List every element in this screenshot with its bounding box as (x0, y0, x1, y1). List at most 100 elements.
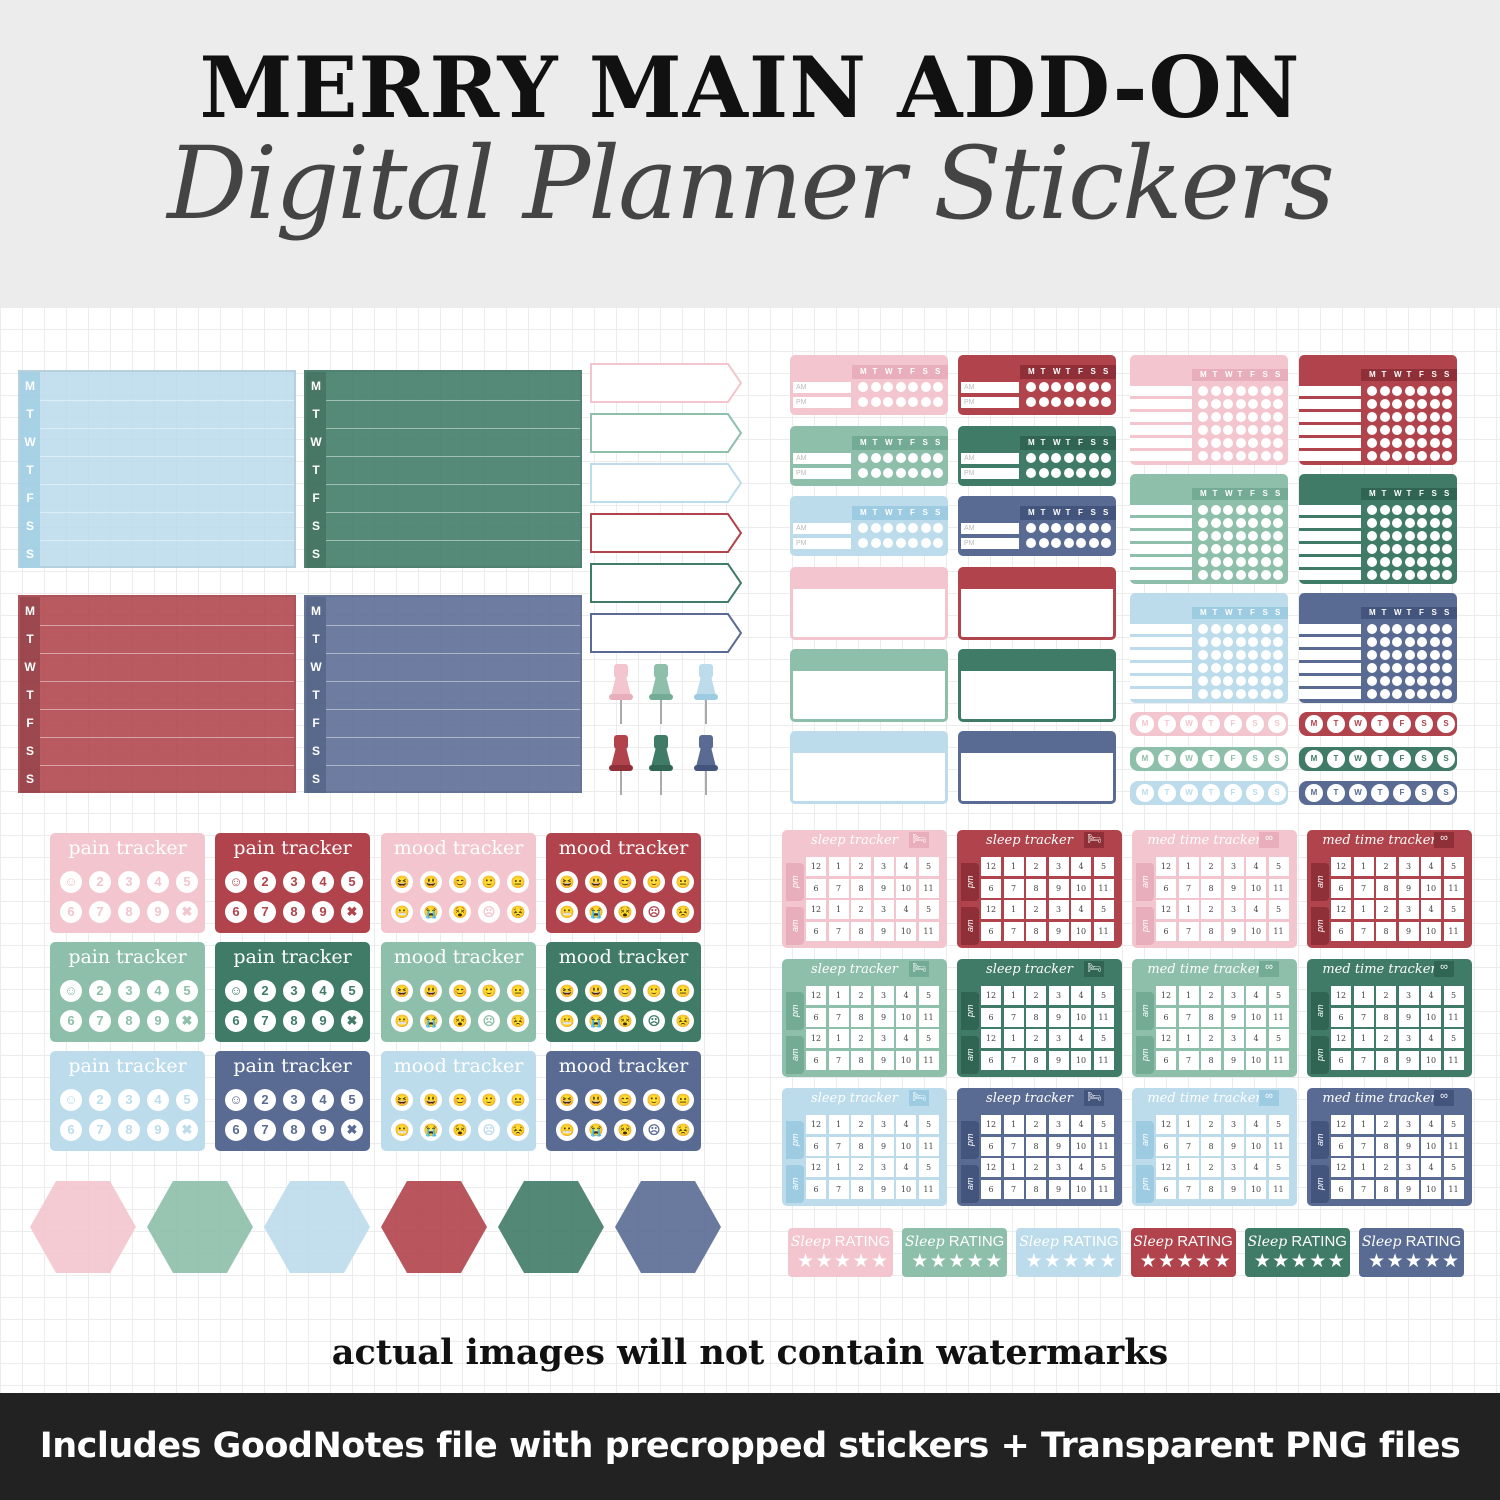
arrow-flag-sticker (590, 613, 743, 653)
hour-cell: 2 (1026, 857, 1046, 876)
mood-face-icon: 😵 (449, 901, 471, 923)
mood-face-icon: 😊 (449, 980, 471, 1002)
day-banner (852, 506, 948, 520)
check-circle (858, 523, 868, 533)
day-circle: T (1327, 715, 1345, 733)
day-label: T (1237, 489, 1243, 498)
hour-cell: 11 (1093, 1007, 1114, 1027)
check-circle (1442, 438, 1452, 448)
hour-cell: 12 (1156, 986, 1176, 1005)
check-circle (1210, 386, 1221, 396)
check-circle (1198, 544, 1208, 554)
check-circle (1392, 412, 1402, 422)
check-circle (1417, 438, 1427, 448)
day-banner (1361, 607, 1457, 619)
day-circle: F (1393, 749, 1411, 768)
mood-tracker-sticker: mood tracker 😆 😃 😊 🙂 😐 😬 😭 😵 ☹ 😣 (546, 833, 701, 933)
line-field (1130, 544, 1192, 554)
pain-level: ✖ (176, 901, 198, 923)
mood-face-icon: 😣 (672, 1119, 694, 1141)
check-circle (908, 467, 918, 478)
hour-cell: 4 (896, 857, 916, 876)
check-circle (1367, 689, 1377, 699)
day-label: S (20, 765, 40, 793)
day-label: T (1040, 508, 1046, 517)
med-tracker-sticker: med time tracker ∞ am pm 12 1 2 3 4 5 6 7 8 9 10 11 12 1 2… (1132, 830, 1297, 948)
hour-cell: 12 (1331, 1029, 1351, 1048)
day-circle: T (1202, 749, 1220, 768)
pain-level: ☺ (225, 1089, 247, 1111)
hour-cell: 6 (806, 878, 826, 898)
period-label: pm (1311, 1036, 1329, 1074)
hour-cell: 5 (1443, 1115, 1464, 1134)
check-circle (1404, 399, 1415, 409)
hour-cell: 6 (981, 1179, 1001, 1199)
day-circle: W (1349, 784, 1367, 802)
day-banner (1361, 488, 1457, 500)
hour-cell: 3 (1048, 986, 1069, 1005)
hour-cell: 11 (1268, 878, 1289, 898)
day-label: T (1040, 437, 1046, 447)
check-circle (1260, 544, 1271, 554)
check-circle (1248, 438, 1258, 448)
check-circle (1260, 386, 1271, 396)
hour-cell: 12 (1331, 900, 1351, 919)
check-circle (1260, 689, 1271, 699)
check-circle (1429, 624, 1440, 634)
hexagon-sticker (614, 1180, 722, 1274)
day-label: S (1431, 370, 1437, 379)
pain-level: ☺ (60, 871, 82, 893)
line-field (1299, 637, 1361, 647)
hour-cell: 9 (1223, 1179, 1244, 1199)
day-label: M (1028, 437, 1035, 447)
check-circle (1026, 523, 1036, 533)
hour-cell: 9 (873, 1007, 894, 1027)
period-label: am (961, 907, 979, 945)
check-circle (883, 452, 893, 463)
pain-level: 8 (283, 1010, 305, 1032)
hour-cell: 12 (806, 1158, 826, 1177)
line-field (1299, 425, 1361, 435)
hour-cell: 4 (1421, 1115, 1441, 1134)
check-circle (1235, 399, 1246, 409)
line-field (1299, 689, 1361, 699)
check-circle (933, 523, 943, 533)
check-circle (1392, 544, 1402, 554)
day-label: T (1065, 437, 1071, 447)
day-label: T (897, 367, 903, 376)
divider (40, 540, 294, 541)
check-circle (858, 382, 868, 392)
hour-cell: 10 (896, 1007, 916, 1027)
check-circle (1026, 382, 1036, 392)
hour-cell: 10 (1246, 921, 1266, 941)
hour-cell: 1 (1353, 1029, 1374, 1048)
day-label: S (1275, 370, 1281, 379)
hour-cell: 1 (1178, 1115, 1199, 1134)
day-label: T (1381, 370, 1387, 379)
day-label: F (1078, 437, 1083, 447)
hour-cell: 1 (1003, 1158, 1024, 1177)
hour-cell: 9 (1223, 1007, 1244, 1027)
hour-cell: 6 (806, 1136, 826, 1156)
day-label: T (1065, 367, 1071, 376)
hour-cell: 9 (1398, 1007, 1419, 1027)
check-circle (1210, 637, 1221, 647)
rating-script: Sleep (1361, 1234, 1402, 1250)
day-label: S (20, 512, 40, 540)
pain-level: 5 (176, 980, 198, 1002)
divider (326, 400, 580, 401)
pain-tracker-sticker: pain tracker ☺ 2 3 4 5 6 7 8 9 ✖ (50, 833, 205, 933)
day-circle: M (1305, 784, 1323, 802)
divider (40, 456, 294, 457)
habit-tracker-sticker: M T W T F S S AM PM (958, 355, 1116, 415)
hour-cell: 6 (1331, 1007, 1351, 1027)
hour-cell: 3 (1223, 1029, 1244, 1048)
pain-level: 5 (341, 1089, 363, 1111)
hour-cell: 7 (1178, 1007, 1199, 1027)
hour-cell: 4 (1071, 857, 1091, 876)
day-circle: T (1158, 749, 1176, 768)
check-circle (1367, 438, 1377, 448)
mood-tracker-sticker: mood tracker 😆 😃 😊 🙂 😐 😬 😭 😵 ☹ 😣 (381, 833, 536, 933)
